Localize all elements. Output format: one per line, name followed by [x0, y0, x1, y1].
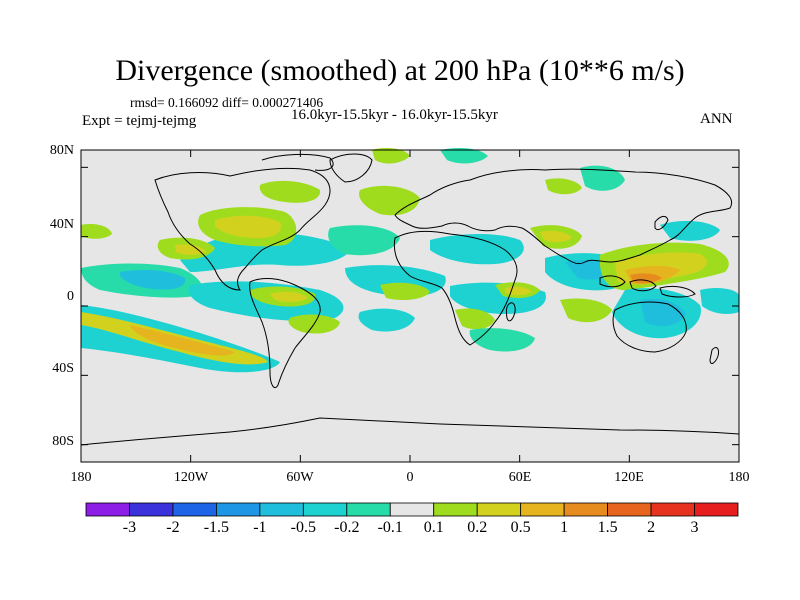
- lon-tick-label: 0: [406, 470, 414, 485]
- coastline: [154, 167, 331, 291]
- coastline: [659, 285, 696, 298]
- field-region: [380, 282, 430, 300]
- field-region: [130, 325, 235, 356]
- lon-tick-label: 60W: [286, 470, 314, 485]
- coastline: [261, 153, 334, 171]
- colorbar-swatch: [650, 502, 695, 517]
- field-region: [119, 270, 186, 290]
- lon-tick-label: 120W: [173, 470, 209, 485]
- colorbar-label: 0.5: [510, 519, 531, 536]
- coastline: [80, 417, 740, 446]
- lat-tick-label: 80N: [49, 143, 74, 158]
- field-region: [560, 298, 612, 323]
- colorbar-label: -3: [122, 519, 137, 536]
- colorbar-label: 1: [560, 519, 569, 536]
- experiment-label: Expt = tejmj-tejmg: [82, 113, 197, 129]
- season-label: ANN: [700, 111, 733, 127]
- colorbar-swatch: [433, 502, 478, 517]
- colorbar-swatch: [389, 502, 435, 517]
- colorbar-swatch: [520, 502, 565, 517]
- colorbar-label: 0.2: [467, 519, 488, 536]
- colorbar-label: -0.1: [377, 519, 403, 536]
- lon-tick-label: 120E: [614, 470, 644, 485]
- colorbar-swatch: [694, 502, 739, 517]
- field-region: [215, 215, 281, 238]
- coastline: [329, 153, 373, 183]
- coastline: [709, 347, 719, 364]
- lon-tick-label: 60E: [508, 470, 532, 485]
- field-region: [700, 287, 739, 314]
- field-region: [270, 291, 308, 303]
- field-region: [259, 180, 321, 203]
- colorbar-label: 0.1: [423, 519, 444, 536]
- field-region: [580, 165, 625, 191]
- lon-tick-label: 180: [70, 470, 92, 485]
- coastline: [393, 230, 518, 346]
- coastline: [505, 302, 516, 322]
- coastlines: [80, 153, 740, 446]
- coastline: [612, 301, 687, 353]
- field-region: [328, 225, 400, 256]
- coastline: [629, 279, 657, 292]
- field-region: [440, 148, 488, 164]
- colorbar-label: -1: [253, 519, 267, 536]
- subtitle: 16.0kyr-15.5kyr - 16.0kyr-15.5kyr: [291, 107, 498, 123]
- colorbar-label: -2: [166, 519, 180, 536]
- stats-text: rmsd= 0.166092 diff= 0.000271406: [130, 95, 324, 110]
- field-region: [455, 308, 495, 330]
- colorbar-swatch: [302, 502, 348, 517]
- coastline: [599, 275, 626, 288]
- chart-title: Divergence (smoothed) at 200 hPa (10**6 …: [115, 54, 685, 87]
- coastline: [654, 215, 669, 231]
- colorbar: [85, 502, 739, 517]
- field-region: [545, 178, 582, 195]
- colorbar-swatch: [563, 502, 609, 517]
- field-region: [81, 224, 112, 239]
- colorbar-label: -1.5: [203, 519, 230, 536]
- field-region: [430, 234, 524, 265]
- field-region: [630, 273, 662, 284]
- colorbar-swatch: [85, 502, 130, 517]
- colorbar-swatch: [346, 502, 391, 517]
- colorbar-swatch: [476, 502, 522, 517]
- field-region: [175, 244, 206, 255]
- colorbar-swatch: [607, 502, 652, 517]
- field-region: [660, 220, 720, 241]
- lat-tick-label: 0: [67, 289, 74, 304]
- field-region: [540, 230, 572, 243]
- field-region: [469, 328, 535, 352]
- colorbar-swatch: [172, 502, 217, 517]
- lat-tick-label: 80S: [52, 434, 74, 449]
- divergence-field: [81, 148, 739, 462]
- field-region: [358, 308, 415, 332]
- colorbar-swatch: [215, 502, 261, 517]
- lat-tick-label: 40S: [52, 361, 74, 376]
- lat-tick-label: 40N: [49, 217, 74, 232]
- colorbar-label: 1.5: [597, 519, 618, 536]
- lon-tick-label: 180: [728, 470, 750, 485]
- colorbar-swatch: [259, 502, 304, 517]
- coastline: [249, 277, 321, 389]
- colorbar-label: 2: [647, 519, 656, 536]
- colorbar-label: -0.2: [334, 519, 360, 536]
- coastline: [394, 168, 733, 265]
- field-region: [640, 298, 686, 327]
- field-region: [372, 148, 410, 164]
- colorbar-label: 3: [690, 519, 699, 536]
- colorbar-swatch: [129, 502, 174, 517]
- axis-ticks: [80, 150, 740, 462]
- colorbar-label: -0.5: [290, 519, 316, 536]
